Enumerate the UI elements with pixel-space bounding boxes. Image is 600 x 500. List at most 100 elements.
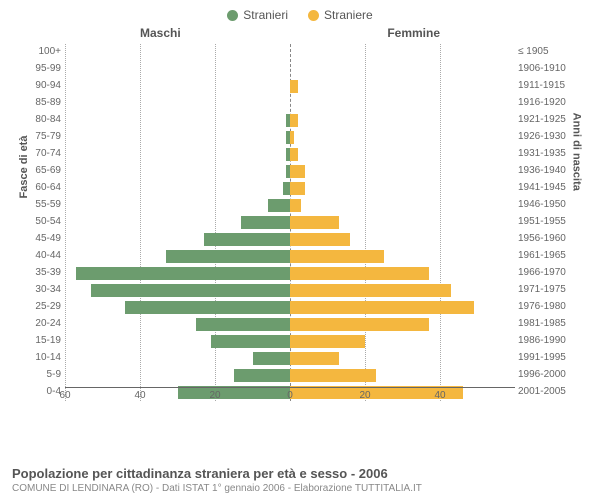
age-label: 45-49	[25, 233, 61, 244]
bar-female	[290, 352, 339, 365]
age-label: 5-9	[25, 369, 61, 380]
pyramid-row: 5-91996-2000	[65, 367, 515, 384]
birth-year-label: 1926-1930	[518, 131, 570, 142]
pyramid-row: 35-391966-1970	[65, 265, 515, 282]
bar-female	[290, 267, 429, 280]
bar-female	[290, 216, 339, 229]
pyramid-row: 10-141991-1995	[65, 350, 515, 367]
age-label: 40-44	[25, 250, 61, 261]
pyramid-row: 80-841921-1925	[65, 112, 515, 129]
bar-male	[76, 267, 290, 280]
caption: Popolazione per cittadinanza straniera p…	[12, 466, 422, 494]
birth-year-label: 1981-1985	[518, 318, 570, 329]
birth-year-label: 1906-1910	[518, 63, 570, 74]
birth-year-label: 1986-1990	[518, 335, 570, 346]
pyramid-row: 90-941911-1915	[65, 78, 515, 95]
x-tick-label: 0	[287, 390, 293, 401]
bar-male	[91, 284, 290, 297]
x-axis: 60402002040	[65, 387, 515, 401]
chart-area: Maschi Femmine Fasce di età Anni di nasc…	[20, 26, 580, 434]
bar-male	[211, 335, 290, 348]
bar-female	[290, 318, 429, 331]
bar-female	[290, 80, 298, 93]
legend-item-male: Stranieri	[227, 8, 288, 22]
age-label: 100+	[25, 46, 61, 57]
age-label: 90-94	[25, 80, 61, 91]
birth-year-label: 1976-1980	[518, 301, 570, 312]
legend-label-female: Straniere	[324, 8, 373, 22]
birth-year-label: 1921-1925	[518, 114, 570, 125]
x-tick-label: 40	[134, 390, 145, 401]
column-titles: Maschi Femmine	[20, 26, 580, 44]
birth-year-label: 1961-1965	[518, 250, 570, 261]
age-label: 0-4	[25, 386, 61, 397]
x-tick-label: 20	[209, 390, 220, 401]
bar-male	[283, 182, 291, 195]
birth-year-label: ≤ 1905	[518, 46, 570, 57]
birth-year-label: 1991-1995	[518, 352, 570, 363]
age-label: 65-69	[25, 165, 61, 176]
bar-female	[290, 250, 384, 263]
age-label: 80-84	[25, 114, 61, 125]
pyramid-row: 25-291976-1980	[65, 299, 515, 316]
bar-female	[290, 131, 294, 144]
pyramid-row: 100+≤ 1905	[65, 44, 515, 61]
x-tick-label: 60	[59, 390, 70, 401]
bar-female	[290, 335, 365, 348]
pyramid-row: 50-541951-1955	[65, 214, 515, 231]
bar-male	[125, 301, 290, 314]
age-label: 55-59	[25, 199, 61, 210]
bar-female	[290, 233, 350, 246]
pyramid-row: 15-191986-1990	[65, 333, 515, 350]
caption-subtitle: COMUNE DI LENDINARA (RO) - Dati ISTAT 1°…	[12, 483, 422, 494]
age-label: 30-34	[25, 284, 61, 295]
bar-female	[290, 301, 474, 314]
birth-year-label: 1916-1920	[518, 97, 570, 108]
birth-year-label: 1946-1950	[518, 199, 570, 210]
bar-male	[196, 318, 290, 331]
col-title-male: Maschi	[140, 26, 181, 40]
pyramid-row: 30-341971-1975	[65, 282, 515, 299]
pyramid-row: 60-641941-1945	[65, 180, 515, 197]
birth-year-label: 1996-2000	[518, 369, 570, 380]
bar-male	[268, 199, 291, 212]
pyramid-row: 70-741931-1935	[65, 146, 515, 163]
pyramid-row: 40-441961-1965	[65, 248, 515, 265]
plot-region: 100+≤ 190595-991906-191090-941911-191585…	[65, 44, 515, 401]
birth-year-label: 1951-1955	[518, 216, 570, 227]
age-label: 20-24	[25, 318, 61, 329]
bar-female	[290, 148, 298, 161]
pyramid-row: 95-991906-1910	[65, 61, 515, 78]
x-tick-label: 20	[359, 390, 370, 401]
age-label: 70-74	[25, 148, 61, 159]
birth-year-label: 1966-1970	[518, 267, 570, 278]
bar-male	[204, 233, 290, 246]
bar-male	[241, 216, 290, 229]
birth-year-label: 1956-1960	[518, 233, 570, 244]
bar-female	[290, 199, 301, 212]
birth-year-label: 1936-1940	[518, 165, 570, 176]
pyramid-row: 45-491956-1960	[65, 231, 515, 248]
bar-female	[290, 182, 305, 195]
pyramid-row: 85-891916-1920	[65, 95, 515, 112]
caption-title: Popolazione per cittadinanza straniera p…	[12, 466, 422, 481]
age-label: 85-89	[25, 97, 61, 108]
birth-year-label: 1941-1945	[518, 182, 570, 193]
x-tick-label: 40	[434, 390, 445, 401]
pyramid-row: 75-791926-1930	[65, 129, 515, 146]
age-label: 35-39	[25, 267, 61, 278]
age-label: 95-99	[25, 63, 61, 74]
birth-year-label: 2001-2005	[518, 386, 570, 397]
pyramid-row: 55-591946-1950	[65, 197, 515, 214]
bar-female	[290, 165, 305, 178]
birth-year-label: 1931-1935	[518, 148, 570, 159]
bar-female	[290, 284, 451, 297]
pyramid-row: 65-691936-1940	[65, 163, 515, 180]
age-label: 10-14	[25, 352, 61, 363]
age-label: 75-79	[25, 131, 61, 142]
birth-year-label: 1911-1915	[518, 80, 570, 91]
y-axis-title-right: Anni di nascita	[570, 113, 582, 191]
age-label: 25-29	[25, 301, 61, 312]
bar-male	[253, 352, 291, 365]
legend-item-female: Straniere	[308, 8, 373, 22]
